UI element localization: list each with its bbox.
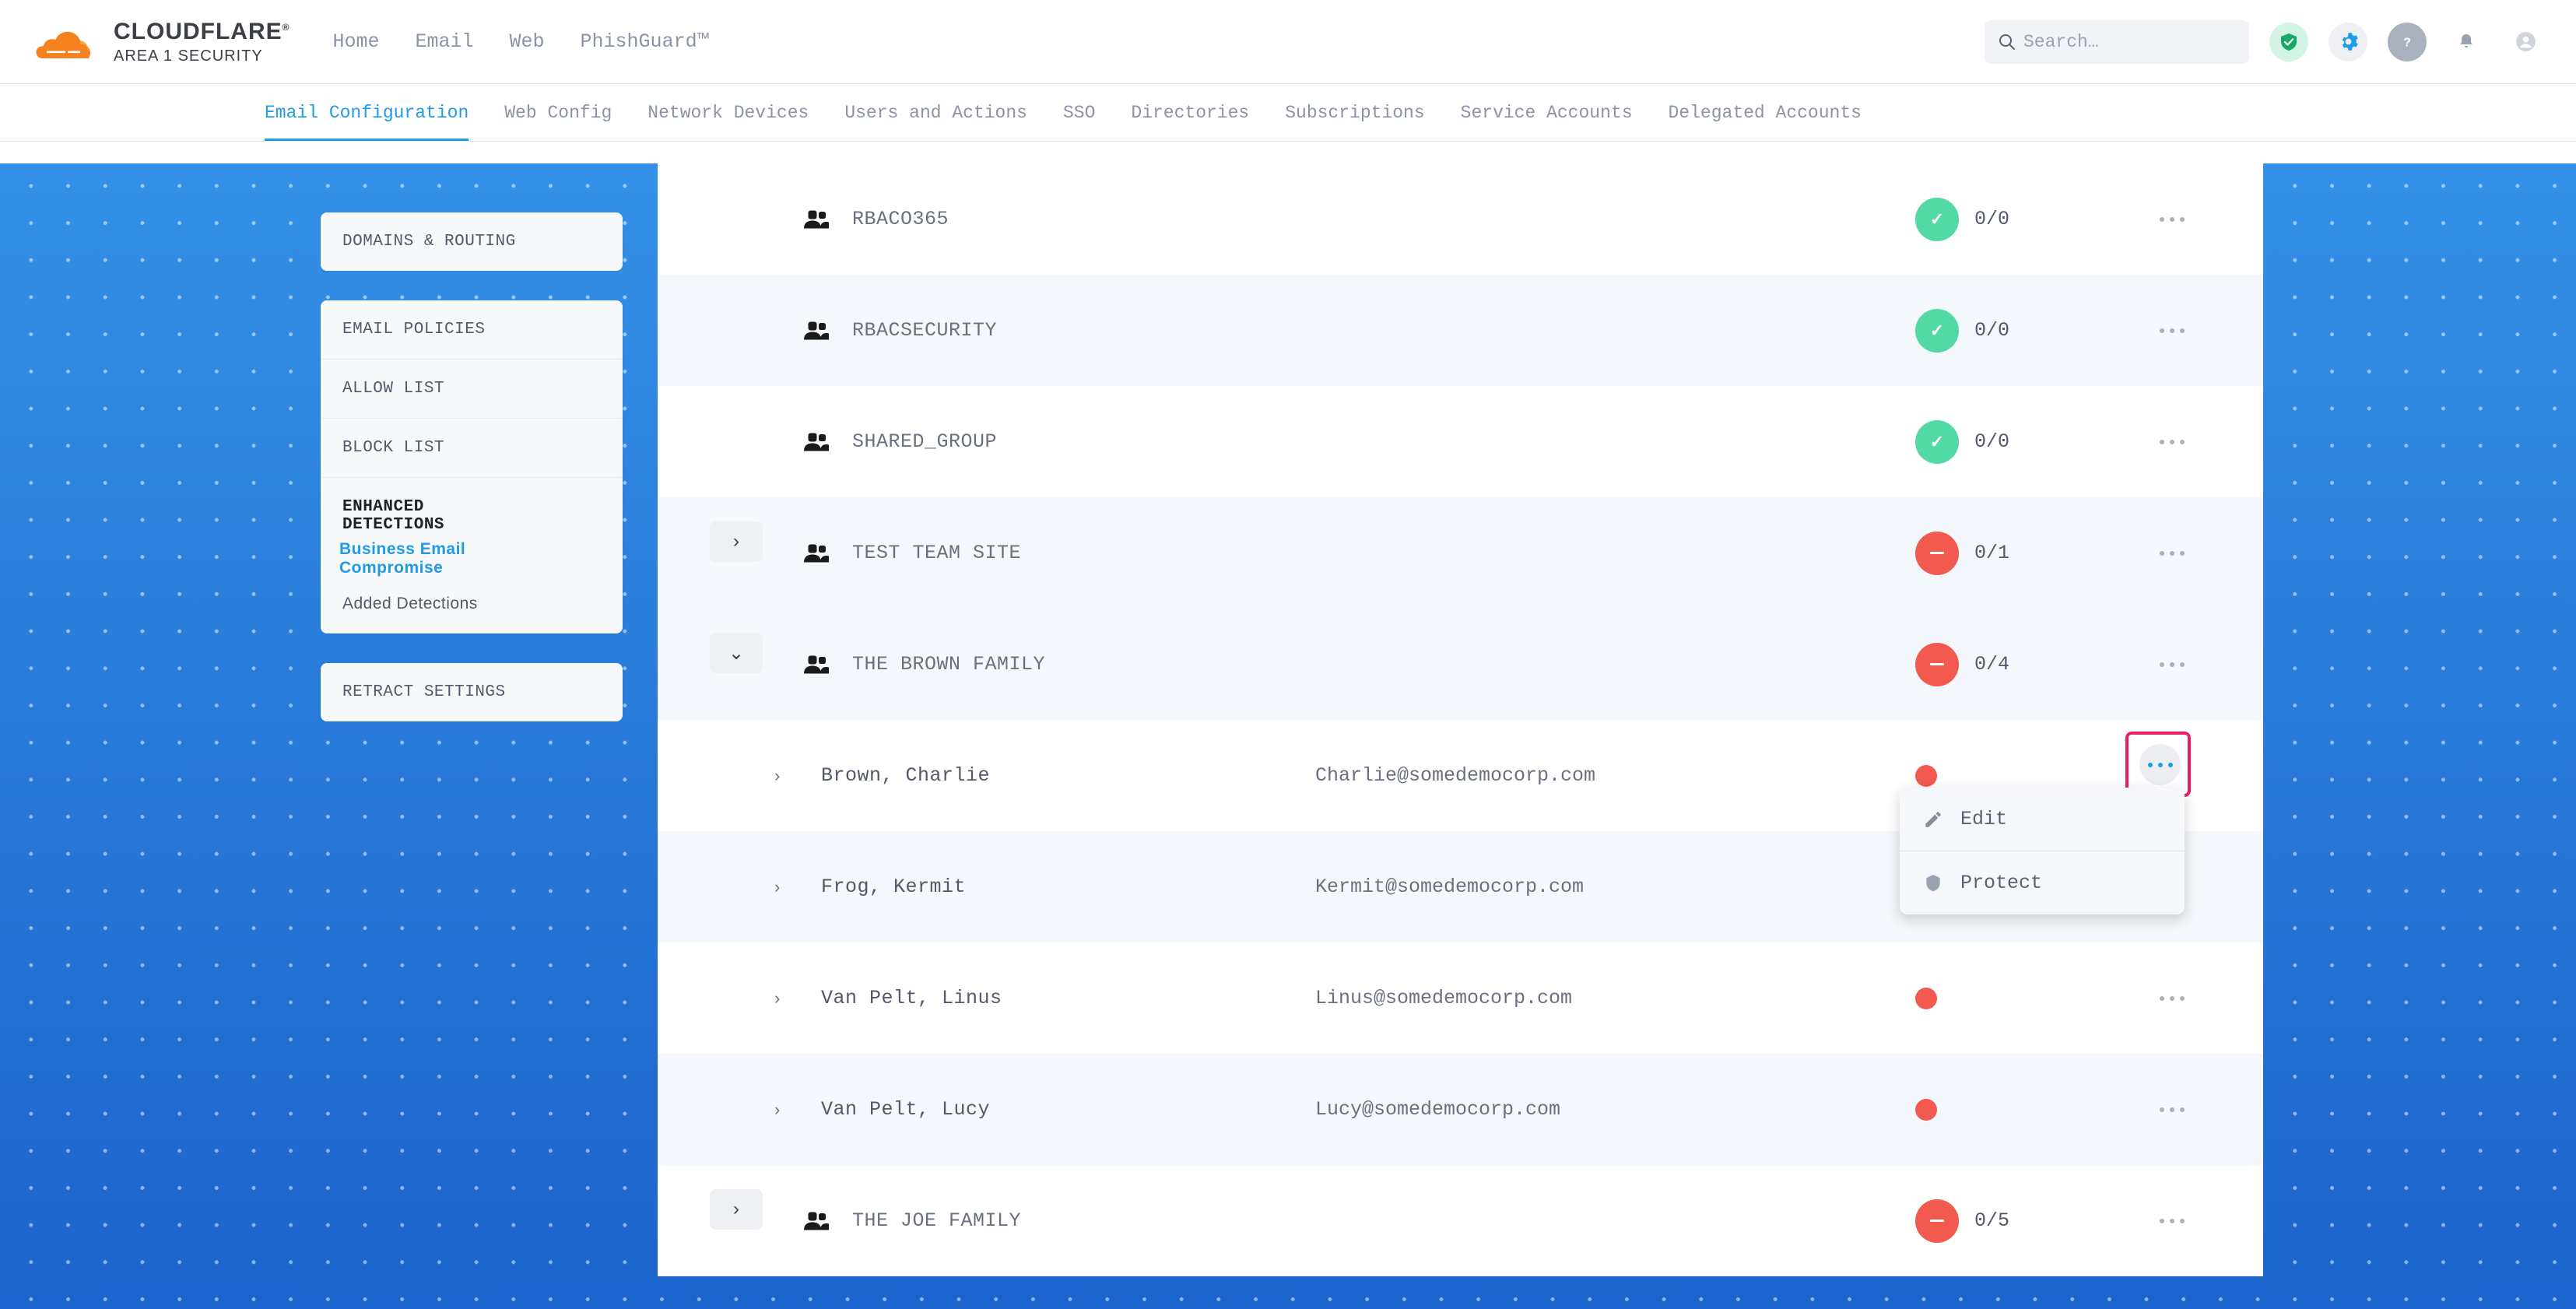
svg-text:?: ?: [2403, 36, 2411, 49]
